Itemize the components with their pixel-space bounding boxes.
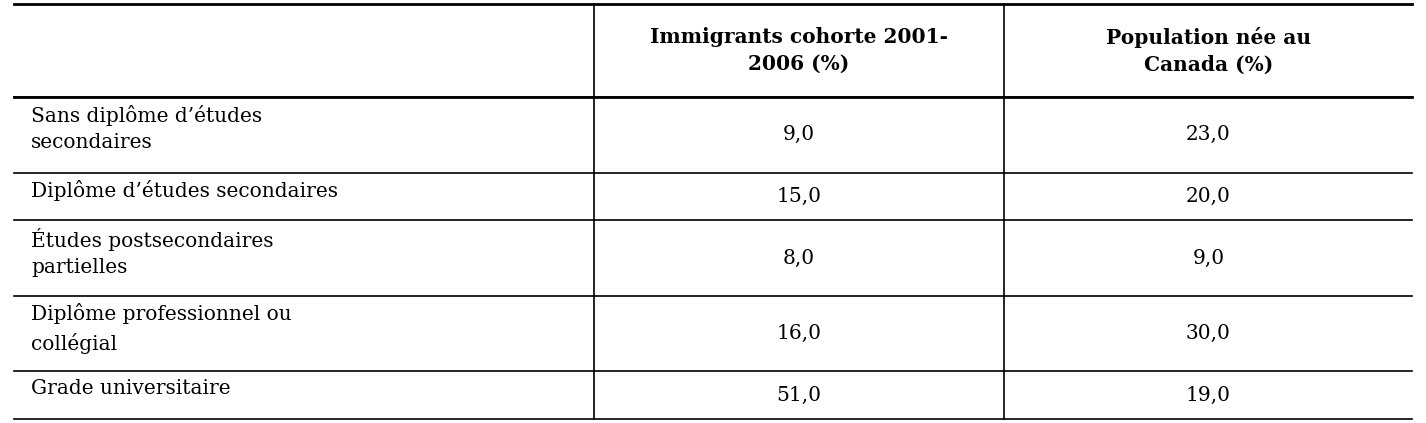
Text: 51,0: 51,0 [776,385,821,404]
Text: Immigrants cohorte 2001-
2006 (%): Immigrants cohorte 2001- 2006 (%) [650,27,948,74]
Text: Diplôme d’études secondaires: Diplôme d’études secondaires [31,180,338,201]
Text: Diplôme professionnel ou
collégial: Diplôme professionnel ou collégial [31,303,292,354]
Text: 9,0: 9,0 [1192,248,1225,267]
Text: 23,0: 23,0 [1186,125,1231,144]
Text: 8,0: 8,0 [783,248,816,267]
Text: 30,0: 30,0 [1186,324,1231,343]
Text: 19,0: 19,0 [1186,385,1231,404]
Text: 16,0: 16,0 [776,324,821,343]
Text: Population née au
Canada (%): Population née au Canada (%) [1105,27,1310,74]
Text: Études postsecondaires
partielles: Études postsecondaires partielles [31,228,274,277]
Text: 9,0: 9,0 [783,125,816,144]
Text: 15,0: 15,0 [776,187,821,206]
Text: 20,0: 20,0 [1186,187,1231,206]
Text: Sans diplôme d’études
secondaires: Sans diplôme d’études secondaires [31,104,262,152]
Text: Grade universitaire: Grade universitaire [31,379,231,398]
